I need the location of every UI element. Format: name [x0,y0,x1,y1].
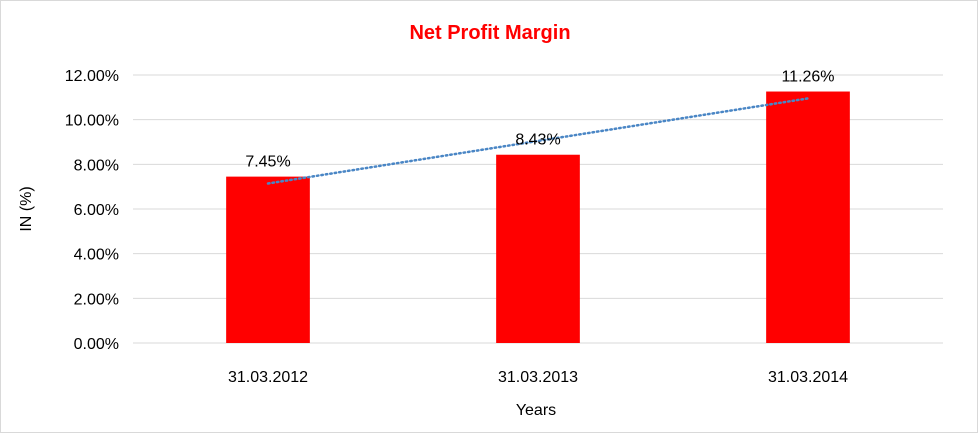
bar [496,154,580,343]
trendline-group [266,97,810,185]
y-tick-label: 4.00% [74,247,119,264]
data-label: 8.43% [515,132,560,149]
bar [226,176,310,343]
x-tick-label: 31.03.2012 [228,369,308,386]
trendline [266,97,810,185]
chart-title: Net Profit Margin [409,22,570,44]
data-labels: 7.45% 8.43% 11.26% [245,69,834,171]
y-tick-label: 2.00% [74,291,119,308]
x-tick-label: 31.03.2013 [498,369,578,386]
y-tick-label: 10.00% [65,113,119,130]
x-axis-ticks: 31.03.2012 31.03.2013 31.03.2014 [228,369,848,386]
bar [766,91,850,343]
y-axis-ticks: 0.00% 2.00% 4.00% 6.00% 8.00% 10.00% 12.00% [65,68,119,353]
x-axis-label: Years [516,402,556,419]
y-axis-label: IN (%) [18,186,35,231]
data-label: 11.26% [781,69,834,86]
y-tick-label: 8.00% [74,157,119,174]
y-tick-label: 0.00% [74,336,119,353]
bars [226,91,850,343]
data-label: 7.45% [245,154,290,171]
x-tick-label: 31.03.2014 [768,369,848,386]
y-tick-label: 12.00% [65,68,119,85]
y-tick-label: 6.00% [74,202,119,219]
